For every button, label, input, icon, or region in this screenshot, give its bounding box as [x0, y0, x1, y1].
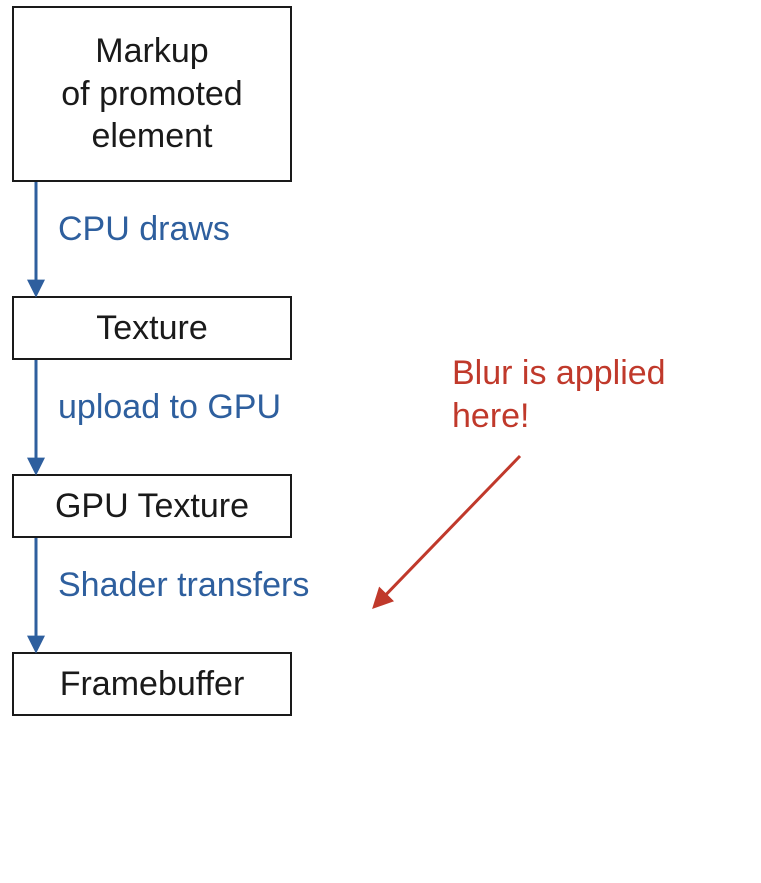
- node-texture: Texture: [12, 296, 292, 360]
- node-texture-label: Texture: [96, 307, 208, 350]
- node-markup-label: Markupof promotedelement: [61, 30, 242, 158]
- node-framebuffer-label: Framebuffer: [60, 663, 245, 706]
- node-framebuffer: Framebuffer: [12, 652, 292, 716]
- node-gpu-texture: GPU Texture: [12, 474, 292, 538]
- annotation-arrow: [375, 456, 520, 606]
- edge-label-cpu-draws: CPU draws: [58, 210, 230, 249]
- edge-label-shader-transfers: Shader transfers: [58, 566, 309, 605]
- node-markup: Markupof promotedelement: [12, 6, 292, 182]
- annotation-blur: Blur is appliedhere!: [452, 352, 666, 437]
- edge-label-upload-gpu: upload to GPU: [58, 388, 281, 427]
- node-gpu-texture-label: GPU Texture: [55, 485, 249, 528]
